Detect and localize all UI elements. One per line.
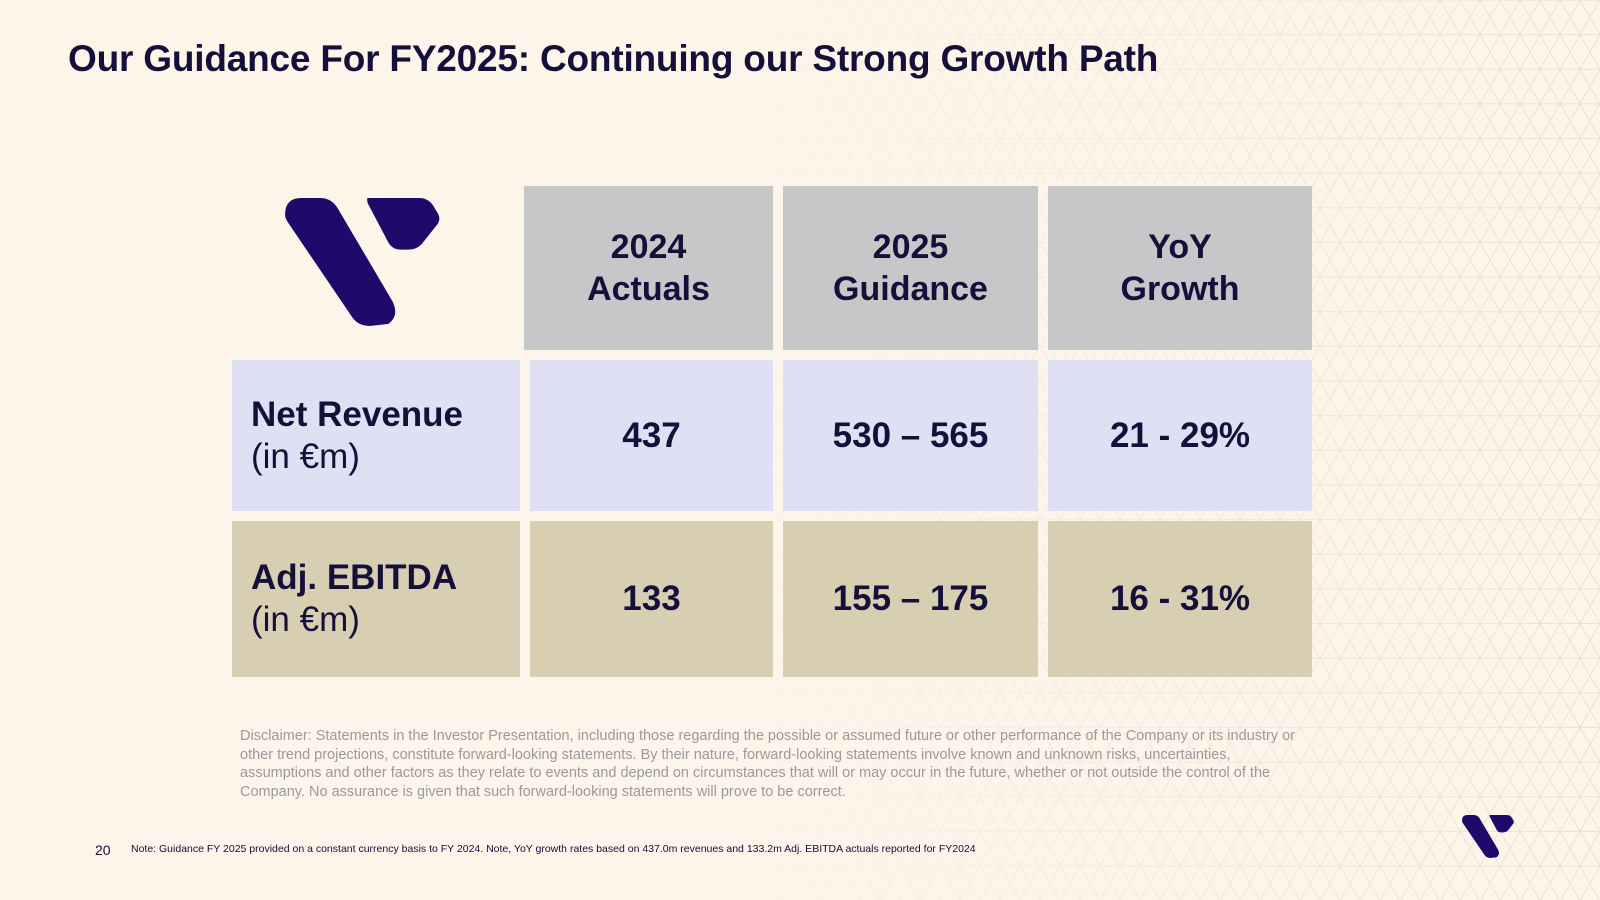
header-yoy-growth: YoY Growth — [1048, 186, 1312, 350]
row-label-unit: (in €m) — [251, 600, 360, 639]
disclaimer-text: Disclaimer: Statements in the Investor P… — [240, 728, 1296, 800]
net-revenue-growth: 21 - 29% — [1048, 360, 1312, 511]
row-label-net-revenue: Net Revenue (in €m) — [232, 360, 520, 511]
slide-title: Our Guidance For FY2025: Continuing our … — [68, 38, 1159, 79]
net-revenue-guidance: 530 – 565 — [783, 360, 1038, 511]
row-label-adj-ebitda: Adj. EBITDA (in €m) — [232, 521, 520, 677]
brand-logo-icon — [1462, 815, 1514, 858]
adj-ebitda-actuals: 133 — [530, 521, 773, 677]
row-label-main: Net Revenue — [251, 394, 464, 434]
row-label-main: Adj. EBITDA — [251, 558, 458, 597]
brand-logo-icon — [285, 198, 440, 326]
row-label-unit: (in €m) — [251, 436, 360, 476]
adj-ebitda-guidance: 155 – 175 — [783, 521, 1038, 677]
net-revenue-actuals: 437 — [530, 360, 773, 511]
page-number: 20 — [95, 842, 111, 858]
footnote: Note: Guidance FY 2025 provided on a con… — [131, 843, 976, 855]
adj-ebitda-growth: 16 - 31% — [1048, 521, 1312, 677]
header-2024-actuals: 2024 Actuals — [524, 186, 773, 350]
header-2025-guidance: 2025 Guidance — [783, 186, 1038, 350]
